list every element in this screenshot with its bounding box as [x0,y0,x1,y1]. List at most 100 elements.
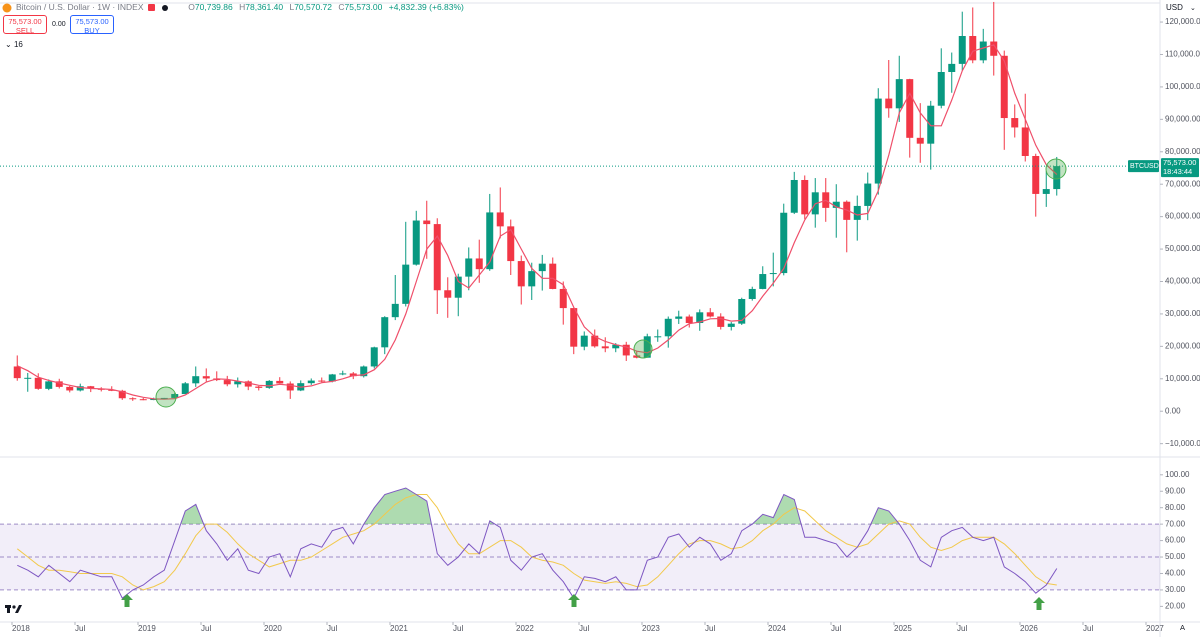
highlight-circle [633,339,653,359]
ohlc-value: 70,570.72 [294,2,333,12]
candle-body [370,347,378,367]
y-tick-label: 90,000.00 [1165,114,1200,123]
candle-body [423,220,431,225]
x-tick-label: 2023 [642,624,660,633]
x-tick-label: Jul [453,624,463,633]
sell-button[interactable]: 75,573.00 SELL [3,15,47,35]
highlight-circle [1045,158,1067,180]
candle-body [1053,166,1061,190]
candle-body [286,383,294,391]
y-tick-label: 70,000.00 [1165,179,1200,188]
ohlc-key: L [289,2,295,12]
y-tick-label: 60,000.00 [1165,212,1200,221]
candle-body [339,373,347,375]
candle-body [255,386,263,388]
candle-body [171,394,179,398]
buy-label: BUY [84,26,100,35]
candle-body [528,271,536,287]
ohlc-key: C [338,2,345,12]
candle-body [381,317,389,348]
candle-body [108,389,116,391]
candle-body [391,303,399,318]
rsi-pane [0,487,1160,600]
candle-body [748,288,756,300]
y-tick-label: 30.00 [1165,585,1186,594]
ohlc-value: 70,739.86 [194,2,233,12]
price-tag-label: 75,573.00 [1163,158,1196,167]
auto-scale-button[interactable]: A [1180,623,1185,632]
y-tick-label: 30,000.00 [1165,309,1200,318]
y-tick-label: 80,000.00 [1165,147,1200,156]
candle-body [969,35,977,61]
candle-body [570,308,578,347]
candle-body [990,41,998,56]
candle-body [13,366,21,379]
x-tick-label: 2024 [768,624,786,633]
candle-body [780,212,788,274]
currency-toggle[interactable]: ⌄ [1190,5,1196,12]
candle-body [34,377,42,389]
candle-body [433,224,441,291]
candle-body [444,290,452,298]
rsi-ma-line [16,494,1057,591]
buy-button[interactable]: 75,573.00 BUY [70,15,114,35]
candle-body [454,276,462,298]
candle-body [475,258,483,270]
candle-body [559,288,567,309]
candle-body [664,318,672,337]
candle-body [685,316,693,324]
candle-body [45,381,53,389]
candle-body [601,346,609,349]
buy-price: 75,573.00 [75,17,109,26]
x-tick-label: Jul [201,624,211,633]
candle-body [402,264,410,304]
x-tick-label: Jul [831,624,841,633]
candle-body [622,344,630,356]
candle-body [654,336,662,338]
candle-body [412,220,420,265]
candle-body [265,380,273,388]
candle-body [360,366,368,377]
candle-body [486,212,494,270]
candle-body [801,179,809,215]
candle-body [643,336,651,358]
overbought-fill [17,488,1057,525]
change: +4,832.39 (+6.83%) [388,2,464,12]
candle-body [1032,155,1040,194]
candle-body [633,355,641,358]
candle-body [580,335,588,347]
rsi-band [0,524,1160,590]
candle-body [864,183,872,206]
y-tick-label: 90.00 [1165,486,1186,495]
symbol-tag-label: BTCUSD [1130,163,1159,170]
y-tick-label: 100,000.00 [1165,82,1200,91]
candle-body [916,137,924,144]
candle-body [979,41,987,61]
candle-body [1000,55,1008,119]
candle-body [1021,127,1029,156]
candle-body [895,79,903,109]
price-pane [0,1,1160,401]
candle-body [549,263,557,289]
x-tick-label: Jul [327,624,337,633]
arrow-up [568,594,580,607]
x-tick-label: 2020 [264,624,282,633]
indicators-toggle[interactable]: ⌄ 16 [5,40,23,49]
y-tick-label: 70.00 [1165,519,1186,528]
candle-body [853,205,861,220]
candle-body [55,381,63,387]
y-tick-label: 100.00 [1165,470,1190,479]
candle-body [202,376,210,379]
x-tick-label: Jul [75,624,85,633]
candle-body [244,381,252,387]
countdown-label: 18:43:44 [1163,167,1192,176]
candle-body [139,399,147,401]
candle-body [276,380,284,384]
price-tag [1161,158,1199,178]
candle-body [717,316,725,327]
candle-body [675,316,683,319]
symbol-title: Bitcoin / U.S. Dollar · 1W · INDEX [16,2,144,12]
candle-body [832,201,840,208]
currency[interactable]: USD [1166,3,1183,12]
